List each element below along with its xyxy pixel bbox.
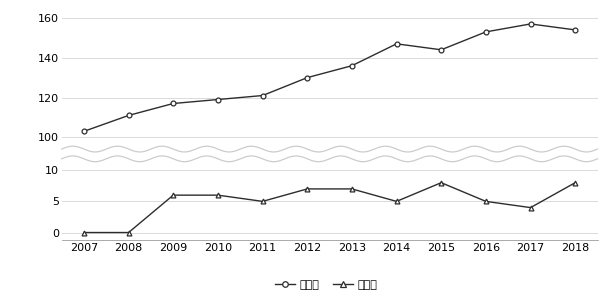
Legend: 일반대, 전문대: 일반대, 전문대: [271, 276, 382, 294]
